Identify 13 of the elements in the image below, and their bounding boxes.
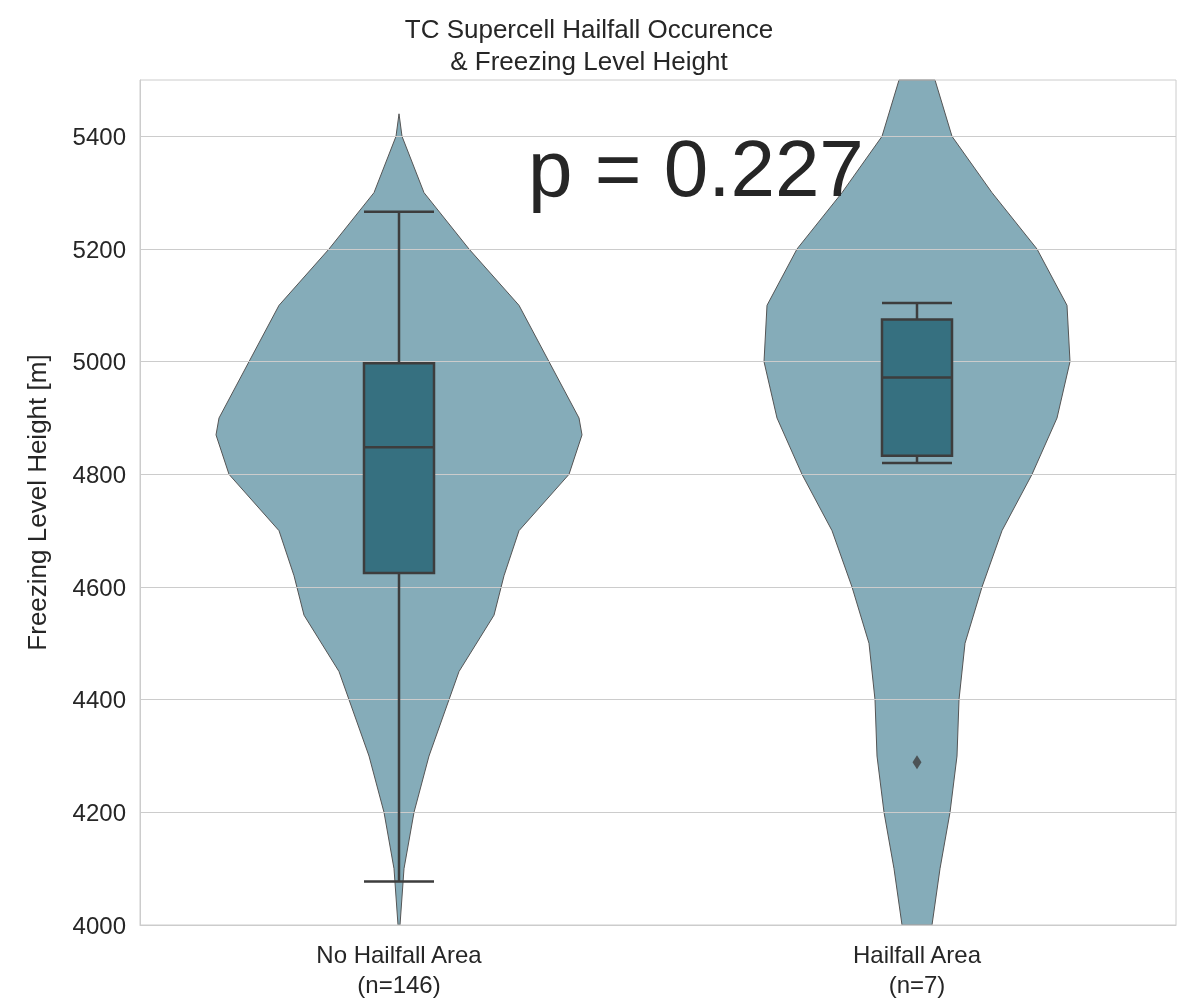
y-tick-label: 4800 <box>72 460 126 488</box>
x-tick-label: Hailfall Area (n=7) <box>852 940 982 998</box>
y-tick-label: 5200 <box>72 235 126 263</box>
y-tick-label: 4600 <box>72 573 126 601</box>
y-tick-label: 4400 <box>72 686 126 714</box>
y-axis-title: Freezing Level Height [m] <box>22 354 52 651</box>
y-tick-label: 4000 <box>72 911 126 939</box>
y-tick-label: 4200 <box>72 798 126 826</box>
x-tick-label: No Hailfall Area (n=146) <box>316 940 483 998</box>
y-tick-label: 5000 <box>72 348 126 376</box>
y-tick-label: 5400 <box>72 122 126 150</box>
annotation: p = 0.227 <box>528 123 864 213</box>
chart-title: TC Supercell Hailfall Occurence & Freezing Level Height <box>404 14 774 76</box>
